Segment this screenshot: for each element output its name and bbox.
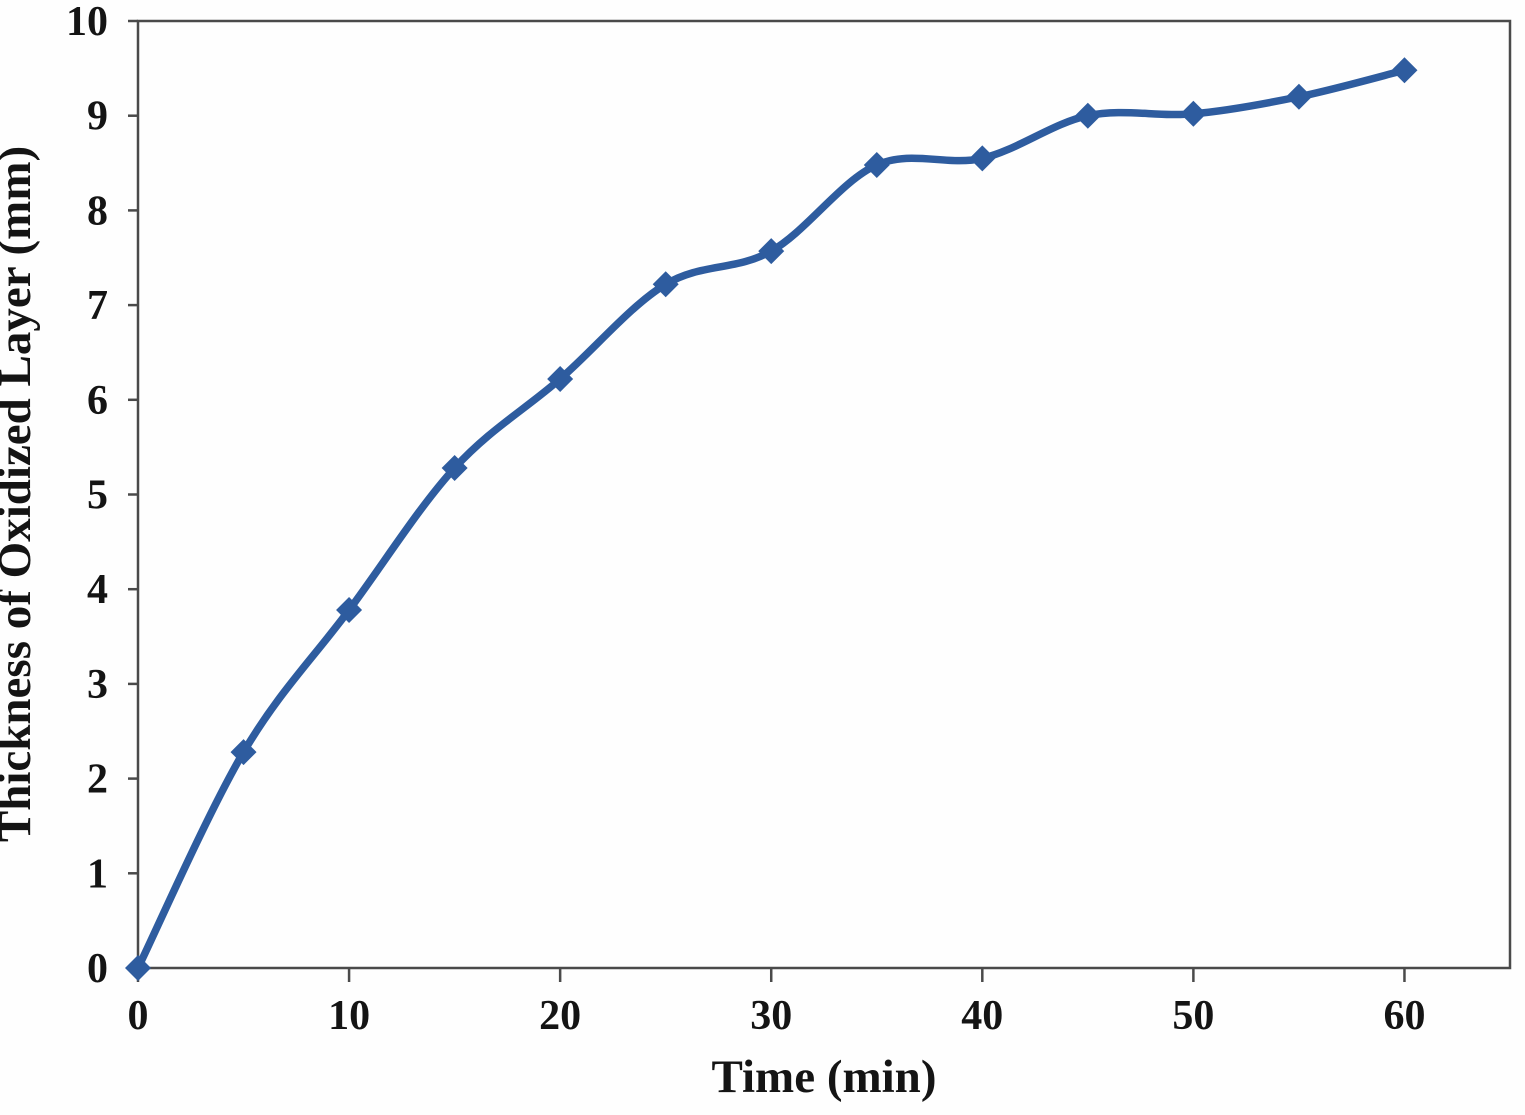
- x-tick-label: 60: [1383, 993, 1425, 1039]
- y-tick-label: 2: [87, 757, 108, 803]
- x-tick-label: 40: [961, 993, 1003, 1039]
- data-point-marker: [1391, 57, 1418, 84]
- plot-frame: [136, 19, 1512, 970]
- data-point-marker: [1180, 100, 1207, 127]
- x-tick-label: 50: [1172, 993, 1214, 1039]
- data-point-marker: [969, 145, 996, 172]
- series-line: [134, 66, 1409, 972]
- y-tick-label: 7: [87, 283, 108, 329]
- data-point-marker: [652, 271, 679, 298]
- data-point-marker: [863, 151, 890, 178]
- data-point-marker: [547, 365, 574, 392]
- y-tick-label: 9: [87, 94, 108, 140]
- data-point-marker: [125, 955, 151, 981]
- y-tick-label: 3: [87, 662, 108, 708]
- y-tick-label: 1: [87, 851, 108, 897]
- x-tick-label: 0: [128, 993, 149, 1039]
- y-tick-label: 8: [87, 188, 108, 234]
- x-tick-label: 30: [750, 993, 792, 1039]
- x-tick-label: 10: [328, 993, 370, 1039]
- data-point-marker: [1074, 102, 1101, 129]
- x-tick-label: 20: [539, 993, 581, 1039]
- axis-tick-layer: [128, 19, 1406, 982]
- y-tick-label: 10: [66, 0, 108, 45]
- data-point-marker: [336, 597, 363, 624]
- y-tick-label: 5: [87, 473, 108, 519]
- y-axis-title: Thickness of Oxidized Layer (mm): [0, 146, 41, 842]
- y-tick-label: 0: [87, 946, 108, 992]
- data-point-marker: [230, 739, 257, 766]
- data-point-marker: [1285, 83, 1312, 110]
- data-point-marker: [441, 454, 468, 481]
- data-point-marker: [758, 238, 785, 265]
- y-tick-label: 4: [87, 567, 108, 613]
- data-series-layer: [125, 57, 1418, 981]
- plot-frame-layer: [136, 19, 1512, 970]
- y-tick-label: 6: [87, 378, 108, 424]
- x-axis-title: Time (min): [712, 1051, 937, 1103]
- tick-label-layer: 0 1 2 3 4 5 6 7 8 9 10 0 10 20 30 40 50 60: [66, 0, 1425, 1039]
